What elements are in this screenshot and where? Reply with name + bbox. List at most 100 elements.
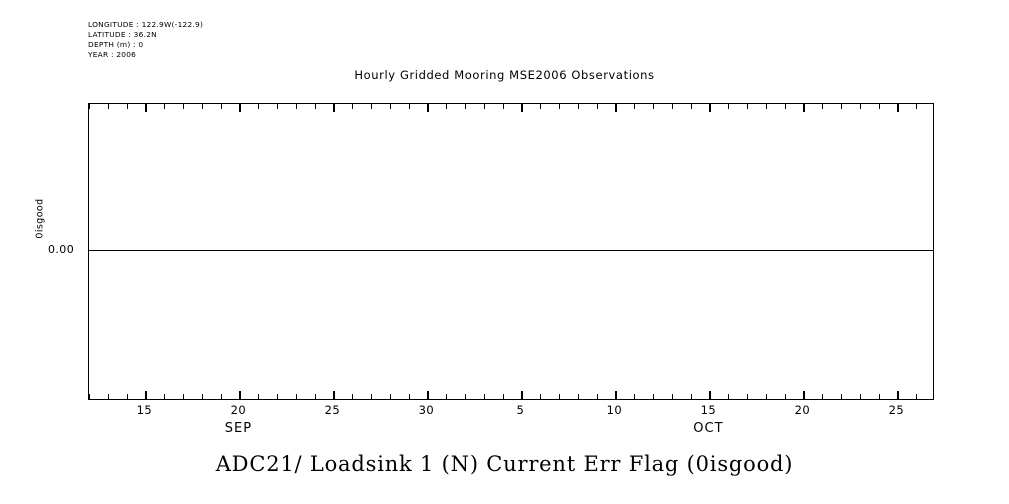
x-axis-tick (916, 394, 918, 399)
x-axis-tick-top (427, 104, 429, 112)
x-axis-tick-top (747, 104, 749, 109)
x-axis-tick (408, 394, 410, 399)
x-axis-tick (822, 394, 824, 399)
metadata-longitude: LONGITUDE : 122.9W(-122.9) (88, 20, 204, 29)
x-tick-label: 15 (700, 403, 717, 417)
x-tick-label: 20 (794, 403, 811, 417)
x-axis-tick-top (690, 104, 692, 109)
metadata-depth: DEPTH (m) : 0 (88, 40, 144, 50)
data-line-current-err-flag (89, 250, 933, 252)
x-axis-tick (878, 394, 880, 399)
x-axis-tick (389, 394, 391, 399)
x-axis-tick (577, 394, 579, 399)
plot-title: Hourly Gridded Mooring MSE2006 Observati… (354, 68, 655, 82)
x-axis-month-label: OCT (693, 421, 724, 436)
x-axis-tick (784, 394, 786, 399)
x-axis-tick-top (408, 104, 410, 109)
x-axis-tick (521, 391, 523, 399)
station-metadata: LONGITUDE : 122.9W(-122.9) LATITUDE : 36… (88, 20, 203, 60)
x-axis-tick (239, 391, 241, 399)
x-axis-month-label: SEP (224, 421, 253, 436)
x-axis-tick-top (803, 104, 805, 112)
x-axis-tick (615, 391, 617, 399)
x-axis-tick-top (577, 104, 579, 109)
x-axis-tick-top (540, 104, 542, 109)
x-axis-tick-top (709, 104, 711, 112)
y-axis-label: 0isgood (34, 198, 46, 239)
x-axis-tick (277, 394, 279, 399)
x-axis-tick (690, 394, 692, 399)
x-tick-label: 30 (418, 403, 435, 417)
x-axis-tick (145, 391, 147, 399)
x-axis-tick (841, 394, 843, 399)
x-axis-tick-top (521, 104, 523, 112)
x-axis-tick (333, 391, 335, 399)
x-axis-tick-top (220, 104, 222, 109)
x-axis-tick-top (728, 104, 730, 109)
x-axis-tick-top (671, 104, 673, 109)
x-axis-tick-top (634, 104, 636, 109)
y-axis-tick-0 (89, 250, 96, 252)
x-axis-tick (897, 391, 899, 399)
x-axis-tick-top (822, 104, 824, 109)
x-axis-tick (859, 394, 861, 399)
x-axis-tick (559, 394, 561, 399)
x-axis-tick-top (277, 104, 279, 109)
x-axis-tick (427, 391, 429, 399)
x-axis-tick (728, 394, 730, 399)
x-axis-tick-top (615, 104, 617, 112)
x-axis-tick-top (107, 104, 109, 109)
x-axis-tick-top (446, 104, 448, 109)
x-axis-tick-top (258, 104, 260, 109)
x-axis-tick (483, 394, 485, 399)
x-axis-tick-top (389, 104, 391, 109)
y-axis-tick-right-0 (926, 250, 933, 252)
x-axis-tick (634, 394, 636, 399)
x-axis-tick-top (295, 104, 297, 109)
x-axis-tick-top (916, 104, 918, 109)
plot-area (88, 103, 934, 400)
x-axis-tick (107, 394, 109, 399)
x-tick-label: 20 (230, 403, 247, 417)
x-axis-tick (465, 394, 467, 399)
x-axis-tick (183, 394, 185, 399)
x-axis-tick (671, 394, 673, 399)
x-axis-tick (258, 394, 260, 399)
x-axis-tick-top (314, 104, 316, 109)
x-axis-tick-top (183, 104, 185, 109)
x-axis-tick-top (333, 104, 335, 112)
metadata-latitude: LATITUDE : 36.2N (88, 30, 157, 40)
x-axis-tick-top (164, 104, 166, 109)
x-axis-tick (803, 391, 805, 399)
x-axis-tick (126, 394, 128, 399)
x-axis-tick-top (465, 104, 467, 109)
x-axis-tick (540, 394, 542, 399)
x-axis-tick (314, 394, 316, 399)
x-axis-tick (502, 394, 504, 399)
x-axis-tick-top (784, 104, 786, 109)
metadata-year: YEAR : 2006 (88, 50, 137, 60)
x-axis-tick-top (483, 104, 485, 109)
x-axis-tick-top (841, 104, 843, 109)
x-axis-tick (295, 394, 297, 399)
x-axis-tick (89, 394, 91, 399)
y-tick-label-0: 0.00 (48, 243, 75, 256)
x-axis-tick (164, 394, 166, 399)
figure-caption: ADC21/ Loadsink 1 (N) Current Err Flag (… (215, 452, 794, 476)
x-tick-label: 15 (136, 403, 153, 417)
x-tick-label: 25 (888, 403, 905, 417)
x-axis-tick-top (145, 104, 147, 112)
x-axis-tick-top (765, 104, 767, 109)
x-axis-tick-top (126, 104, 128, 109)
x-axis-tick-top (352, 104, 354, 109)
x-axis-tick-top (89, 104, 91, 109)
x-axis-tick (653, 394, 655, 399)
x-axis-tick-top (596, 104, 598, 109)
x-axis-tick-top (878, 104, 880, 109)
x-tick-label: 25 (324, 403, 341, 417)
x-axis-tick (371, 394, 373, 399)
x-axis-tick (446, 394, 448, 399)
x-axis-tick-top (371, 104, 373, 109)
x-axis-tick (596, 394, 598, 399)
